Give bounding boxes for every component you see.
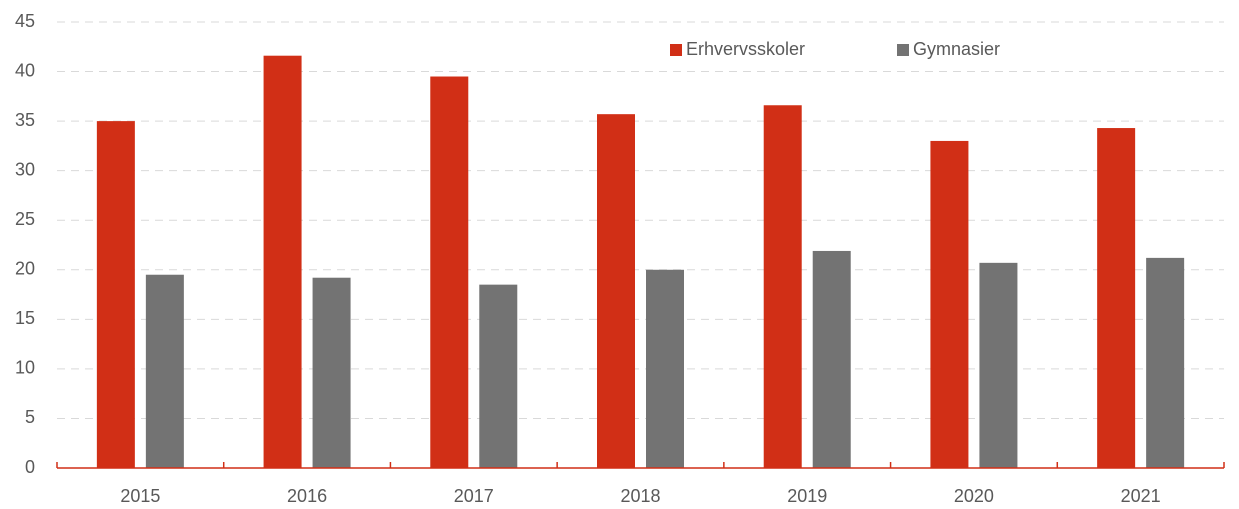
y-tick-label: 45 (15, 11, 35, 31)
y-tick-label: 35 (15, 110, 35, 130)
x-tick-label: 2016 (287, 486, 327, 506)
bar (312, 277, 351, 468)
x-tick-label: 2019 (787, 486, 827, 506)
y-tick-label: 40 (15, 60, 35, 80)
bar (479, 284, 518, 468)
y-tick-label: 15 (15, 308, 35, 328)
x-tick-label: 2017 (454, 486, 494, 506)
x-tick-label: 2015 (120, 486, 160, 506)
bar (930, 140, 969, 468)
bar (96, 121, 135, 468)
bar (979, 262, 1018, 468)
y-tick-label: 30 (15, 159, 35, 179)
y-tick-label: 10 (15, 358, 35, 378)
bar (263, 55, 302, 468)
legend-swatch (897, 44, 909, 56)
y-tick-label: 25 (15, 209, 35, 229)
x-tick-label: 2018 (620, 486, 660, 506)
legend-label: Erhvervsskoler (686, 39, 805, 59)
bar (1097, 128, 1136, 468)
x-tick-label: 2020 (954, 486, 994, 506)
legend-label: Gymnasier (913, 39, 1000, 59)
x-tick-label: 2021 (1121, 486, 1161, 506)
y-tick-label: 0 (25, 457, 35, 477)
bar (812, 250, 851, 468)
y-tick-label: 5 (25, 407, 35, 427)
bar (597, 114, 635, 468)
bar (1146, 257, 1185, 468)
bar (646, 269, 684, 468)
bar (430, 76, 469, 468)
bar (145, 274, 184, 468)
legend-swatch (670, 44, 682, 56)
y-tick-label: 20 (15, 259, 35, 279)
bar (763, 105, 802, 469)
